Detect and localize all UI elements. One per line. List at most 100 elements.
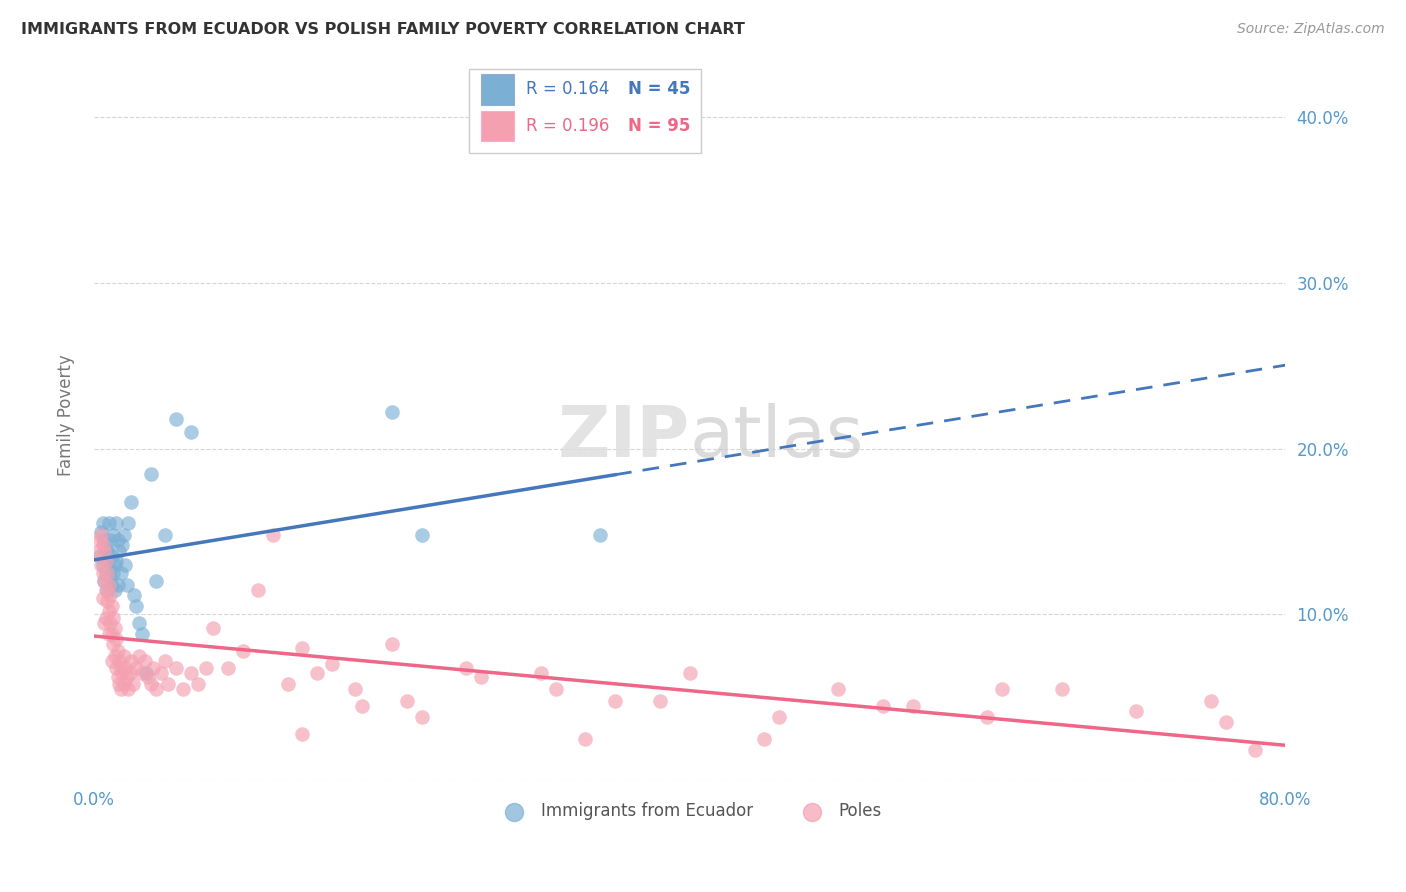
Point (103, 566, 125, 580)
Point (110, 660, 132, 674)
Point (107, 577, 129, 591)
Point (94, 566, 117, 580)
Point (128, 615, 150, 630)
Point (1244, 743, 1267, 757)
Point (96, 594, 118, 608)
Point (135, 665, 157, 680)
Point (104, 621, 127, 635)
Point (97, 516, 120, 531)
Legend: Immigrants from Ecuador, Poles: Immigrants from Ecuador, Poles (491, 796, 889, 827)
Point (91, 591, 114, 605)
Point (991, 682, 1014, 697)
Point (155, 528, 177, 542)
Point (101, 549, 124, 564)
Point (104, 558, 127, 572)
Point (117, 516, 139, 531)
Text: R = 0.164: R = 0.164 (526, 80, 610, 98)
Point (97, 577, 120, 591)
Point (101, 577, 124, 591)
Text: Source: ZipAtlas.com: Source: ZipAtlas.com (1237, 22, 1385, 37)
Point (93, 574, 115, 589)
Point (94, 611, 117, 625)
Point (94, 582, 117, 597)
Point (103, 611, 125, 625)
Point (97, 561, 120, 575)
Point (91, 558, 114, 572)
Text: IMMIGRANTS FROM ECUADOR VS POLISH FAMILY POVERTY CORRELATION CHART: IMMIGRANTS FROM ECUADOR VS POLISH FAMILY… (21, 22, 745, 37)
Point (110, 566, 132, 580)
Point (131, 627, 153, 641)
Point (180, 425, 202, 439)
Point (120, 654, 142, 668)
Point (120, 494, 142, 508)
Point (90, 558, 112, 572)
Point (142, 660, 165, 674)
Point (470, 671, 492, 685)
Point (648, 694, 671, 708)
Point (96, 544, 118, 558)
FancyBboxPatch shape (481, 74, 515, 104)
Point (115, 577, 138, 591)
Point (124, 660, 146, 674)
Point (98, 615, 121, 630)
Point (343, 682, 366, 697)
Point (202, 621, 225, 635)
Point (91, 538, 114, 552)
Point (262, 528, 284, 542)
Text: atlas: atlas (689, 403, 863, 472)
Point (98, 588, 121, 602)
Point (1215, 715, 1237, 730)
Point (89, 549, 111, 564)
Point (93, 533, 115, 547)
Point (115, 671, 138, 685)
Point (1050, 682, 1073, 697)
Point (157, 677, 180, 691)
Point (101, 599, 124, 614)
Text: N = 95: N = 95 (627, 117, 690, 135)
Point (976, 710, 998, 724)
Point (124, 599, 146, 614)
Point (118, 665, 141, 680)
Point (232, 644, 254, 658)
Point (112, 528, 135, 542)
Point (112, 677, 135, 691)
Point (350, 698, 373, 713)
Point (108, 677, 131, 691)
Point (155, 654, 177, 668)
Point (114, 660, 136, 674)
Point (103, 637, 125, 651)
Point (752, 731, 775, 746)
Point (291, 727, 314, 741)
Point (90, 524, 112, 539)
Point (121, 677, 143, 691)
Point (89, 533, 111, 547)
Point (96, 566, 118, 580)
Point (217, 660, 239, 674)
Point (105, 554, 128, 568)
Point (180, 665, 202, 680)
Point (603, 694, 626, 708)
Point (90, 528, 112, 542)
Point (101, 654, 124, 668)
Point (194, 660, 217, 674)
Point (276, 677, 298, 691)
Point (149, 665, 172, 680)
Point (105, 632, 128, 647)
Point (381, 405, 404, 419)
Point (872, 698, 894, 713)
Point (456, 660, 478, 674)
Point (98, 571, 121, 585)
Point (530, 665, 553, 680)
Point (574, 731, 596, 746)
FancyBboxPatch shape (470, 69, 702, 153)
Point (104, 582, 127, 597)
Point (678, 665, 700, 680)
Point (97, 604, 120, 618)
Point (165, 660, 187, 674)
Point (381, 637, 404, 651)
Point (589, 528, 612, 542)
Point (94, 541, 117, 556)
Point (307, 665, 329, 680)
Point (145, 574, 167, 589)
Point (103, 528, 125, 542)
